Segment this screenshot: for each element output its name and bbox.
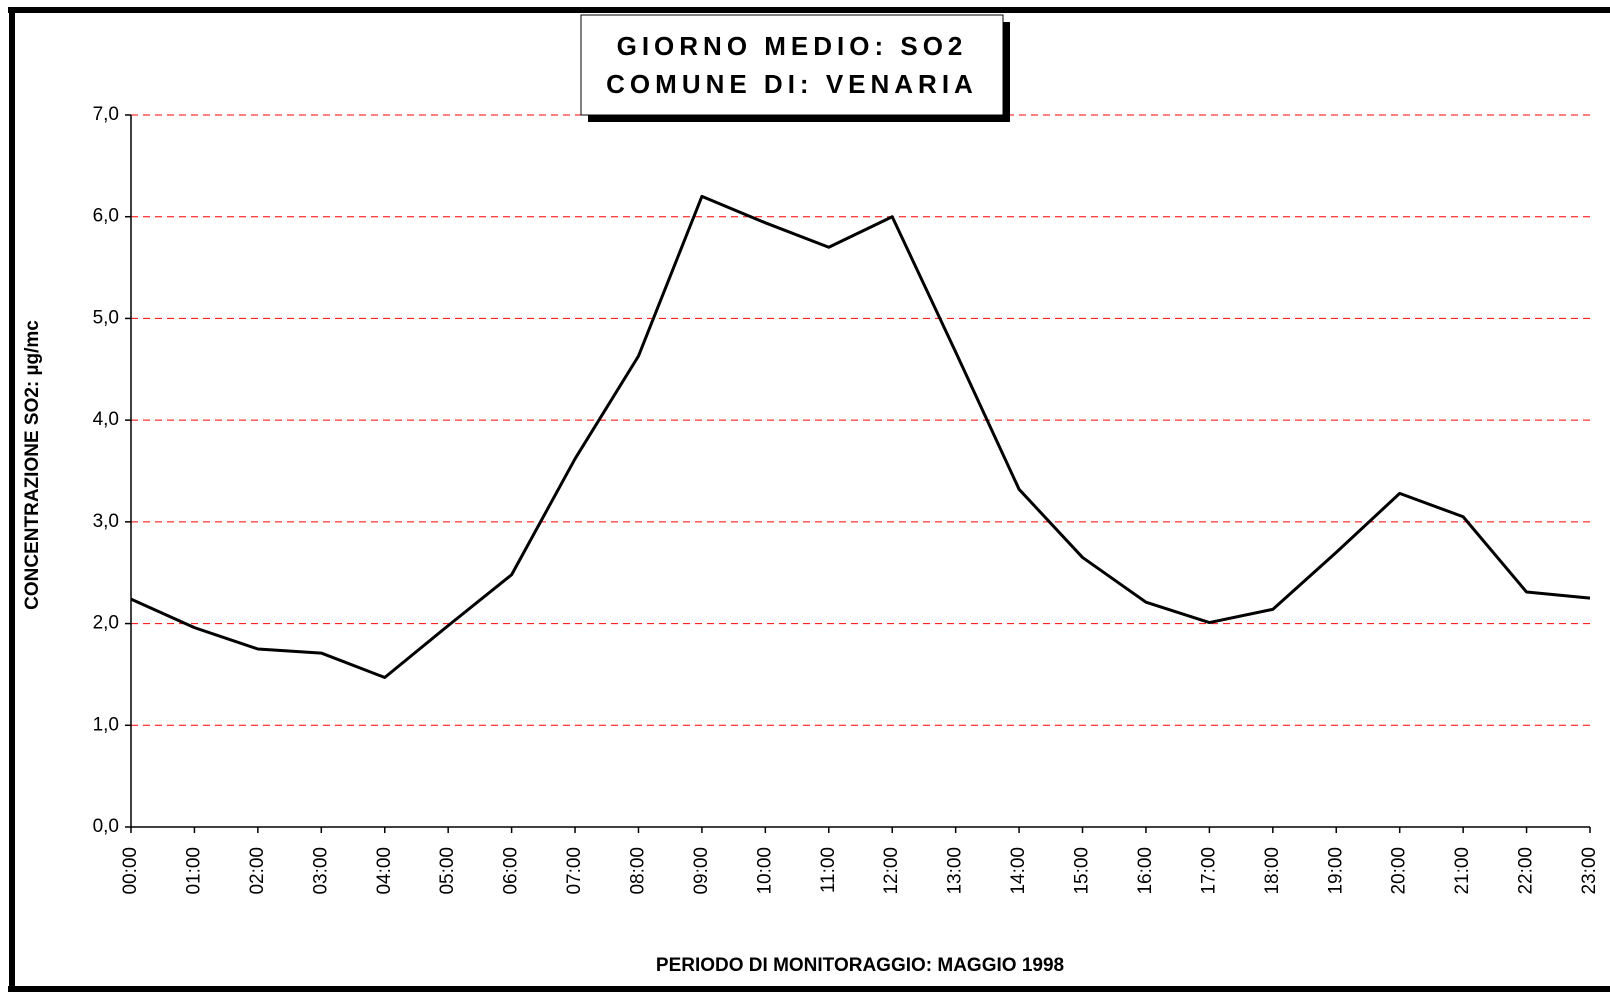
x-tick-label: 09:00 xyxy=(691,847,712,895)
x-tick-label: 08:00 xyxy=(627,847,648,895)
y-tick-label: 0,0 xyxy=(93,816,119,837)
x-tick-label: 16:00 xyxy=(1135,847,1156,895)
x-tick-label: 20:00 xyxy=(1389,847,1410,895)
x-tick-label: 13:00 xyxy=(945,847,966,895)
x-axis-label: PERIODO DI MONITORAGGIO: MAGGIO 1998 xyxy=(656,955,1064,976)
x-tick-label: 11:00 xyxy=(818,847,839,893)
y-tick-label: 7,0 xyxy=(93,104,119,125)
x-tick-label: 15:00 xyxy=(1072,847,1093,895)
x-tick-label: 04:00 xyxy=(374,847,395,895)
x-tick-label: 12:00 xyxy=(881,847,902,895)
x-tick-label: 01:00 xyxy=(183,847,204,895)
x-tick-label: 14:00 xyxy=(1008,847,1029,895)
x-tick-label: 06:00 xyxy=(501,847,522,895)
x-tick-label: 07:00 xyxy=(564,847,585,895)
x-tick-label: 23:00 xyxy=(1579,847,1600,895)
x-tick-label: 19:00 xyxy=(1325,847,1346,895)
x-tick-label: 10:00 xyxy=(754,847,775,895)
x-tick-label: 21:00 xyxy=(1452,847,1473,895)
x-tick-label: 03:00 xyxy=(310,847,331,895)
x-tick-label: 18:00 xyxy=(1262,847,1283,895)
title-box xyxy=(580,14,1004,116)
chart-subtitle: COMUNE DI: VENARIA xyxy=(606,69,978,99)
data-line xyxy=(130,194,1591,679)
y-axis-label: CONCENTRAZIONE SO2: µg/mc xyxy=(22,320,43,610)
chart-title: GIORNO MEDIO: SO2 xyxy=(617,31,968,61)
y-tick-label: 5,0 xyxy=(93,307,119,328)
y-tick-label: 1,0 xyxy=(93,714,119,735)
x-tick-label: 00:00 xyxy=(120,847,141,895)
x-tick-label: 22:00 xyxy=(1516,847,1537,895)
x-tick-label: 02:00 xyxy=(247,847,268,895)
y-tick-label: 3,0 xyxy=(93,511,119,532)
x-tick-label: 17:00 xyxy=(1198,847,1219,895)
y-tick-label: 4,0 xyxy=(93,409,119,430)
y-tick-label: 6,0 xyxy=(93,206,119,227)
y-tick-label: 2,0 xyxy=(93,613,119,634)
x-tick-label: 05:00 xyxy=(437,847,458,895)
plot-area: 0,0 1,0 2,0 3,0 4,0 5,0 6,0 7,0 00:00 01:00 02:00 0… xyxy=(93,104,1600,895)
